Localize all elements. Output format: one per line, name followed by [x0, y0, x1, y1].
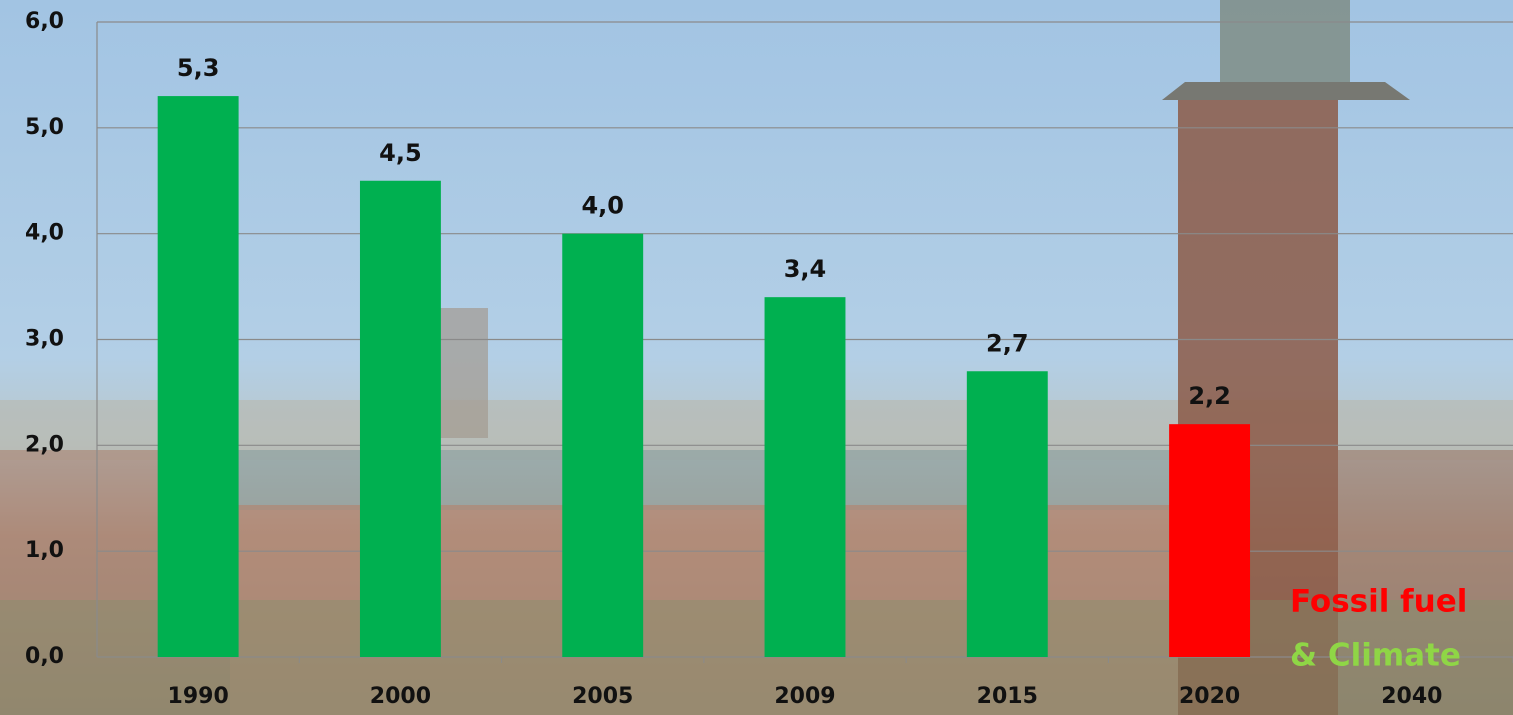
x-tick-label: 2015	[977, 684, 1038, 709]
bar	[359, 180, 441, 657]
value-label: 2,2	[1188, 382, 1231, 410]
value-label: 3,4	[784, 255, 827, 283]
bar	[966, 371, 1048, 657]
bar	[562, 233, 644, 657]
x-tick-label: 2005	[572, 684, 633, 709]
y-tick-label: 4,0	[25, 221, 64, 246]
annotation: Fossil fuel	[1290, 584, 1467, 620]
y-tick-label: 6,0	[25, 9, 64, 34]
value-label: 4,0	[581, 192, 624, 220]
x-tick-label: 2009	[774, 684, 835, 709]
y-tick-label: 3,0	[25, 327, 64, 352]
bar	[157, 96, 239, 658]
y-tick-label: 1,0	[25, 538, 64, 563]
value-label: 5,3	[177, 54, 220, 82]
x-tick-label: 1990	[168, 684, 229, 709]
x-tick-label: 2040	[1381, 684, 1442, 709]
bar	[1169, 424, 1251, 657]
y-tick-label: 2,0	[25, 432, 64, 457]
value-label: 4,5	[379, 139, 422, 167]
y-tick-label: 0,0	[25, 644, 64, 669]
y-tick-label: 5,0	[25, 115, 64, 140]
bar	[764, 297, 846, 657]
x-tick-label: 2020	[1179, 684, 1240, 709]
annotation: & Climate	[1290, 638, 1461, 674]
x-tick-label: 2000	[370, 684, 431, 709]
value-label: 2,7	[986, 329, 1029, 357]
